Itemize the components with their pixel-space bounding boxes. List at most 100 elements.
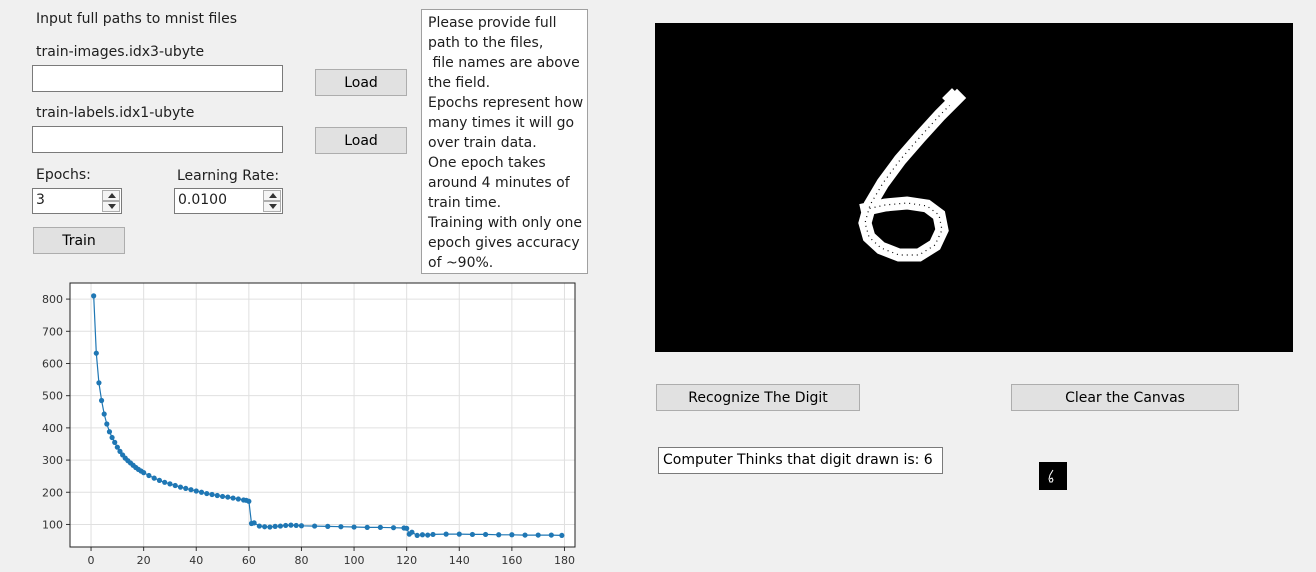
loss-point bbox=[262, 524, 268, 530]
info-line: Please provide full bbox=[428, 15, 557, 31]
loss-point bbox=[377, 524, 383, 530]
loss-point bbox=[91, 293, 97, 299]
loss-point bbox=[146, 472, 152, 479]
instruction-label: Input full paths to mnist files bbox=[36, 11, 238, 27]
plot-area bbox=[70, 283, 575, 547]
loss-point bbox=[167, 481, 173, 487]
info-line: over train data. bbox=[428, 135, 537, 151]
clear-canvas-button[interactable]: Clear the Canvas bbox=[1011, 384, 1239, 411]
info-line: train time. bbox=[428, 195, 502, 211]
loss-point bbox=[151, 475, 157, 481]
loss-point bbox=[188, 487, 194, 493]
loss-point bbox=[101, 411, 107, 417]
loss-point bbox=[256, 523, 262, 529]
learning-rate-stepper[interactable]: 0.0100 bbox=[174, 188, 283, 214]
learning-rate-value[interactable]: 0.0100 bbox=[178, 192, 227, 208]
epochs-stepper[interactable]: 3 bbox=[32, 188, 122, 214]
epochs-label: Epochs: bbox=[36, 167, 91, 183]
loss-point bbox=[288, 522, 294, 528]
epochs-up-icon[interactable] bbox=[102, 190, 120, 201]
epochs-down-icon[interactable] bbox=[102, 201, 120, 212]
load-labels-button[interactable]: Load bbox=[315, 127, 407, 154]
result-field: Computer Thinks that digit drawn is: 6 bbox=[658, 447, 943, 474]
info-line: epoch gives accuracy bbox=[428, 235, 580, 251]
loss-point bbox=[325, 523, 331, 529]
loss-point bbox=[112, 439, 118, 445]
loss-point bbox=[93, 350, 99, 356]
loss-point bbox=[204, 490, 210, 497]
learning-rate-up-icon[interactable] bbox=[263, 190, 281, 201]
loss-point bbox=[96, 380, 102, 386]
digit-thumbnail bbox=[1039, 462, 1067, 490]
recognize-button[interactable]: Recognize The Digit bbox=[656, 384, 860, 411]
labels-file-label: train-labels.idx1-ubyte bbox=[36, 105, 195, 121]
loss-point bbox=[277, 523, 284, 529]
x-tick-label: 180 bbox=[554, 554, 575, 567]
loss-point bbox=[114, 444, 120, 450]
loss-point bbox=[172, 482, 178, 489]
loss-point bbox=[535, 532, 541, 538]
loss-point bbox=[219, 493, 226, 500]
x-tick-label: 80 bbox=[294, 554, 308, 567]
drawn-digit-6 bbox=[858, 88, 967, 262]
info-line: around 4 minutes of bbox=[428, 175, 570, 191]
plot-frame bbox=[69, 282, 576, 548]
loss-point bbox=[496, 532, 502, 538]
loss-point bbox=[177, 484, 184, 490]
loss-point bbox=[225, 494, 231, 500]
loss-point bbox=[272, 523, 278, 529]
thumbnail-digit bbox=[1048, 469, 1054, 483]
loss-point bbox=[141, 470, 147, 476]
x-tick-label: 100 bbox=[344, 554, 365, 567]
loss-point bbox=[104, 421, 110, 427]
loss-point bbox=[364, 524, 370, 530]
loss-point bbox=[246, 498, 252, 504]
loss-point bbox=[198, 489, 205, 495]
info-textbox: Please provide full path to the files, f… bbox=[421, 9, 588, 274]
info-line: file names are above bbox=[428, 55, 580, 71]
loss-point bbox=[183, 485, 189, 492]
loss-point bbox=[106, 429, 113, 435]
labels-path-input[interactable] bbox=[32, 126, 283, 153]
loss-point bbox=[156, 477, 163, 483]
loss-point bbox=[390, 525, 397, 531]
loss-point bbox=[338, 524, 344, 530]
x-tick-label: 160 bbox=[501, 554, 522, 567]
loss-point bbox=[293, 522, 299, 529]
y-tick-label: 600 bbox=[42, 357, 63, 370]
loss-point bbox=[351, 524, 357, 530]
loss-point bbox=[230, 495, 236, 501]
loss-point bbox=[456, 531, 462, 537]
load-images-button[interactable]: Load bbox=[315, 69, 407, 96]
loss-point bbox=[522, 532, 528, 538]
x-tick-label: 0 bbox=[88, 554, 95, 567]
y-tick-label: 300 bbox=[42, 454, 63, 467]
info-line: path to the files, bbox=[428, 35, 544, 51]
images-path-input[interactable] bbox=[32, 65, 283, 92]
loss-point bbox=[98, 397, 105, 404]
learning-rate-down-icon[interactable] bbox=[263, 201, 281, 212]
learning-rate-label: Learning Rate: bbox=[177, 168, 280, 184]
y-tick-label: 100 bbox=[42, 518, 63, 531]
y-tick-label: 400 bbox=[42, 422, 63, 435]
info-line: many times it will go bbox=[428, 115, 575, 131]
loss-point bbox=[419, 532, 426, 538]
loss-point bbox=[548, 532, 554, 538]
drawing-canvas[interactable] bbox=[655, 23, 1293, 352]
loss-point bbox=[404, 525, 410, 531]
y-tick-label: 200 bbox=[42, 486, 63, 499]
loss-point bbox=[109, 434, 115, 441]
y-tick-label: 500 bbox=[42, 390, 63, 403]
loss-point bbox=[559, 532, 565, 539]
loss-point bbox=[283, 522, 289, 529]
epochs-value[interactable]: 3 bbox=[36, 192, 45, 208]
x-tick-label: 60 bbox=[242, 554, 256, 567]
loss-point bbox=[251, 520, 257, 526]
loss-point bbox=[509, 532, 515, 538]
loss-point bbox=[267, 524, 273, 530]
train-button[interactable]: Train bbox=[33, 227, 125, 254]
loss-point bbox=[414, 532, 420, 539]
info-line: of ~90%. bbox=[428, 255, 494, 271]
info-line: One epoch takes bbox=[428, 155, 546, 171]
loss-point bbox=[430, 531, 436, 538]
